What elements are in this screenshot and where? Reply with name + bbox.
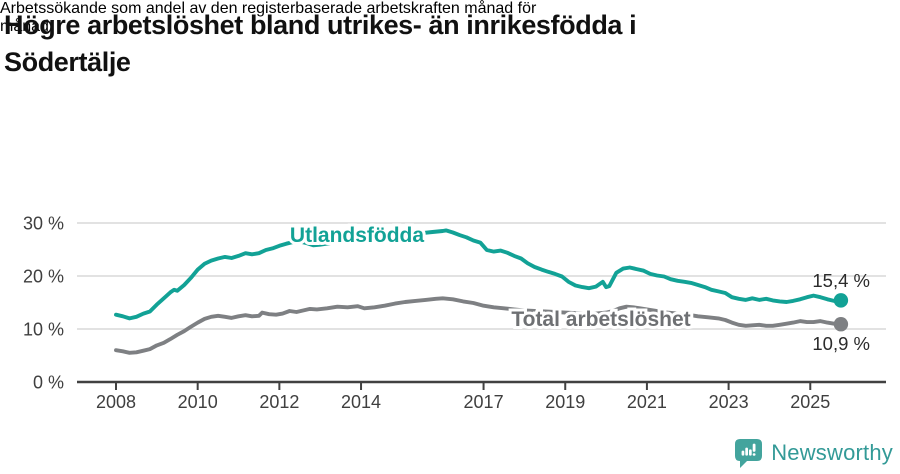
y-axis-label: 0 % bbox=[33, 373, 64, 393]
x-axis-label: 2008 bbox=[96, 392, 136, 412]
series-end-dot bbox=[833, 317, 849, 332]
chart-subtitle-line-1: Arbetssökande som andel av den registerb… bbox=[0, 0, 537, 17]
x-axis-label: 2023 bbox=[709, 392, 749, 412]
chart-subtitle-line-2: månad. bbox=[0, 18, 54, 35]
x-axis-label: 2019 bbox=[545, 392, 585, 412]
page-title-line-1: Högre arbetslöshet bland utrikes- än inr… bbox=[4, 10, 637, 40]
y-axis-label: 20 % bbox=[23, 267, 64, 287]
page-title-line-2: Södertälje bbox=[4, 47, 131, 77]
series-label: Total arbetslöshet bbox=[511, 308, 690, 331]
y-axis-label: 10 % bbox=[23, 320, 64, 340]
brand-footer: Newsworthy bbox=[734, 436, 893, 470]
series-line-utlandsfodda bbox=[114, 228, 843, 321]
series-line-total bbox=[114, 296, 843, 355]
series-label: Utlandsfödda bbox=[290, 224, 424, 247]
x-axis-label: 2010 bbox=[178, 392, 218, 412]
x-axis-label: 2025 bbox=[790, 392, 830, 412]
line-chart: 0 % 10 % 20 % 30 % 2008 2010 2012 2014 2017 2019 2… bbox=[0, 190, 900, 435]
y-axis-label: 30 % bbox=[23, 214, 64, 234]
end-value-label: 10,9 % bbox=[812, 333, 870, 354]
page-title: Högre arbetslöshet bland utrikes- än inr… bbox=[4, 7, 884, 81]
x-axis-label: 2014 bbox=[341, 392, 381, 412]
x-axis-label: 2017 bbox=[464, 392, 504, 412]
x-axis-label: 2012 bbox=[259, 392, 299, 412]
end-value-label: 15,4 % bbox=[812, 270, 870, 291]
x-axis-label: 2021 bbox=[627, 392, 667, 412]
brand-name: Newsworthy bbox=[771, 440, 893, 465]
newsworthy-badge-icon bbox=[735, 438, 763, 468]
series-end-dot bbox=[833, 293, 849, 308]
unemployment-line-chart: 0 % 10 % 20 % 30 % 2008 2010 2012 2014 2017 2019 2… bbox=[23, 214, 886, 412]
